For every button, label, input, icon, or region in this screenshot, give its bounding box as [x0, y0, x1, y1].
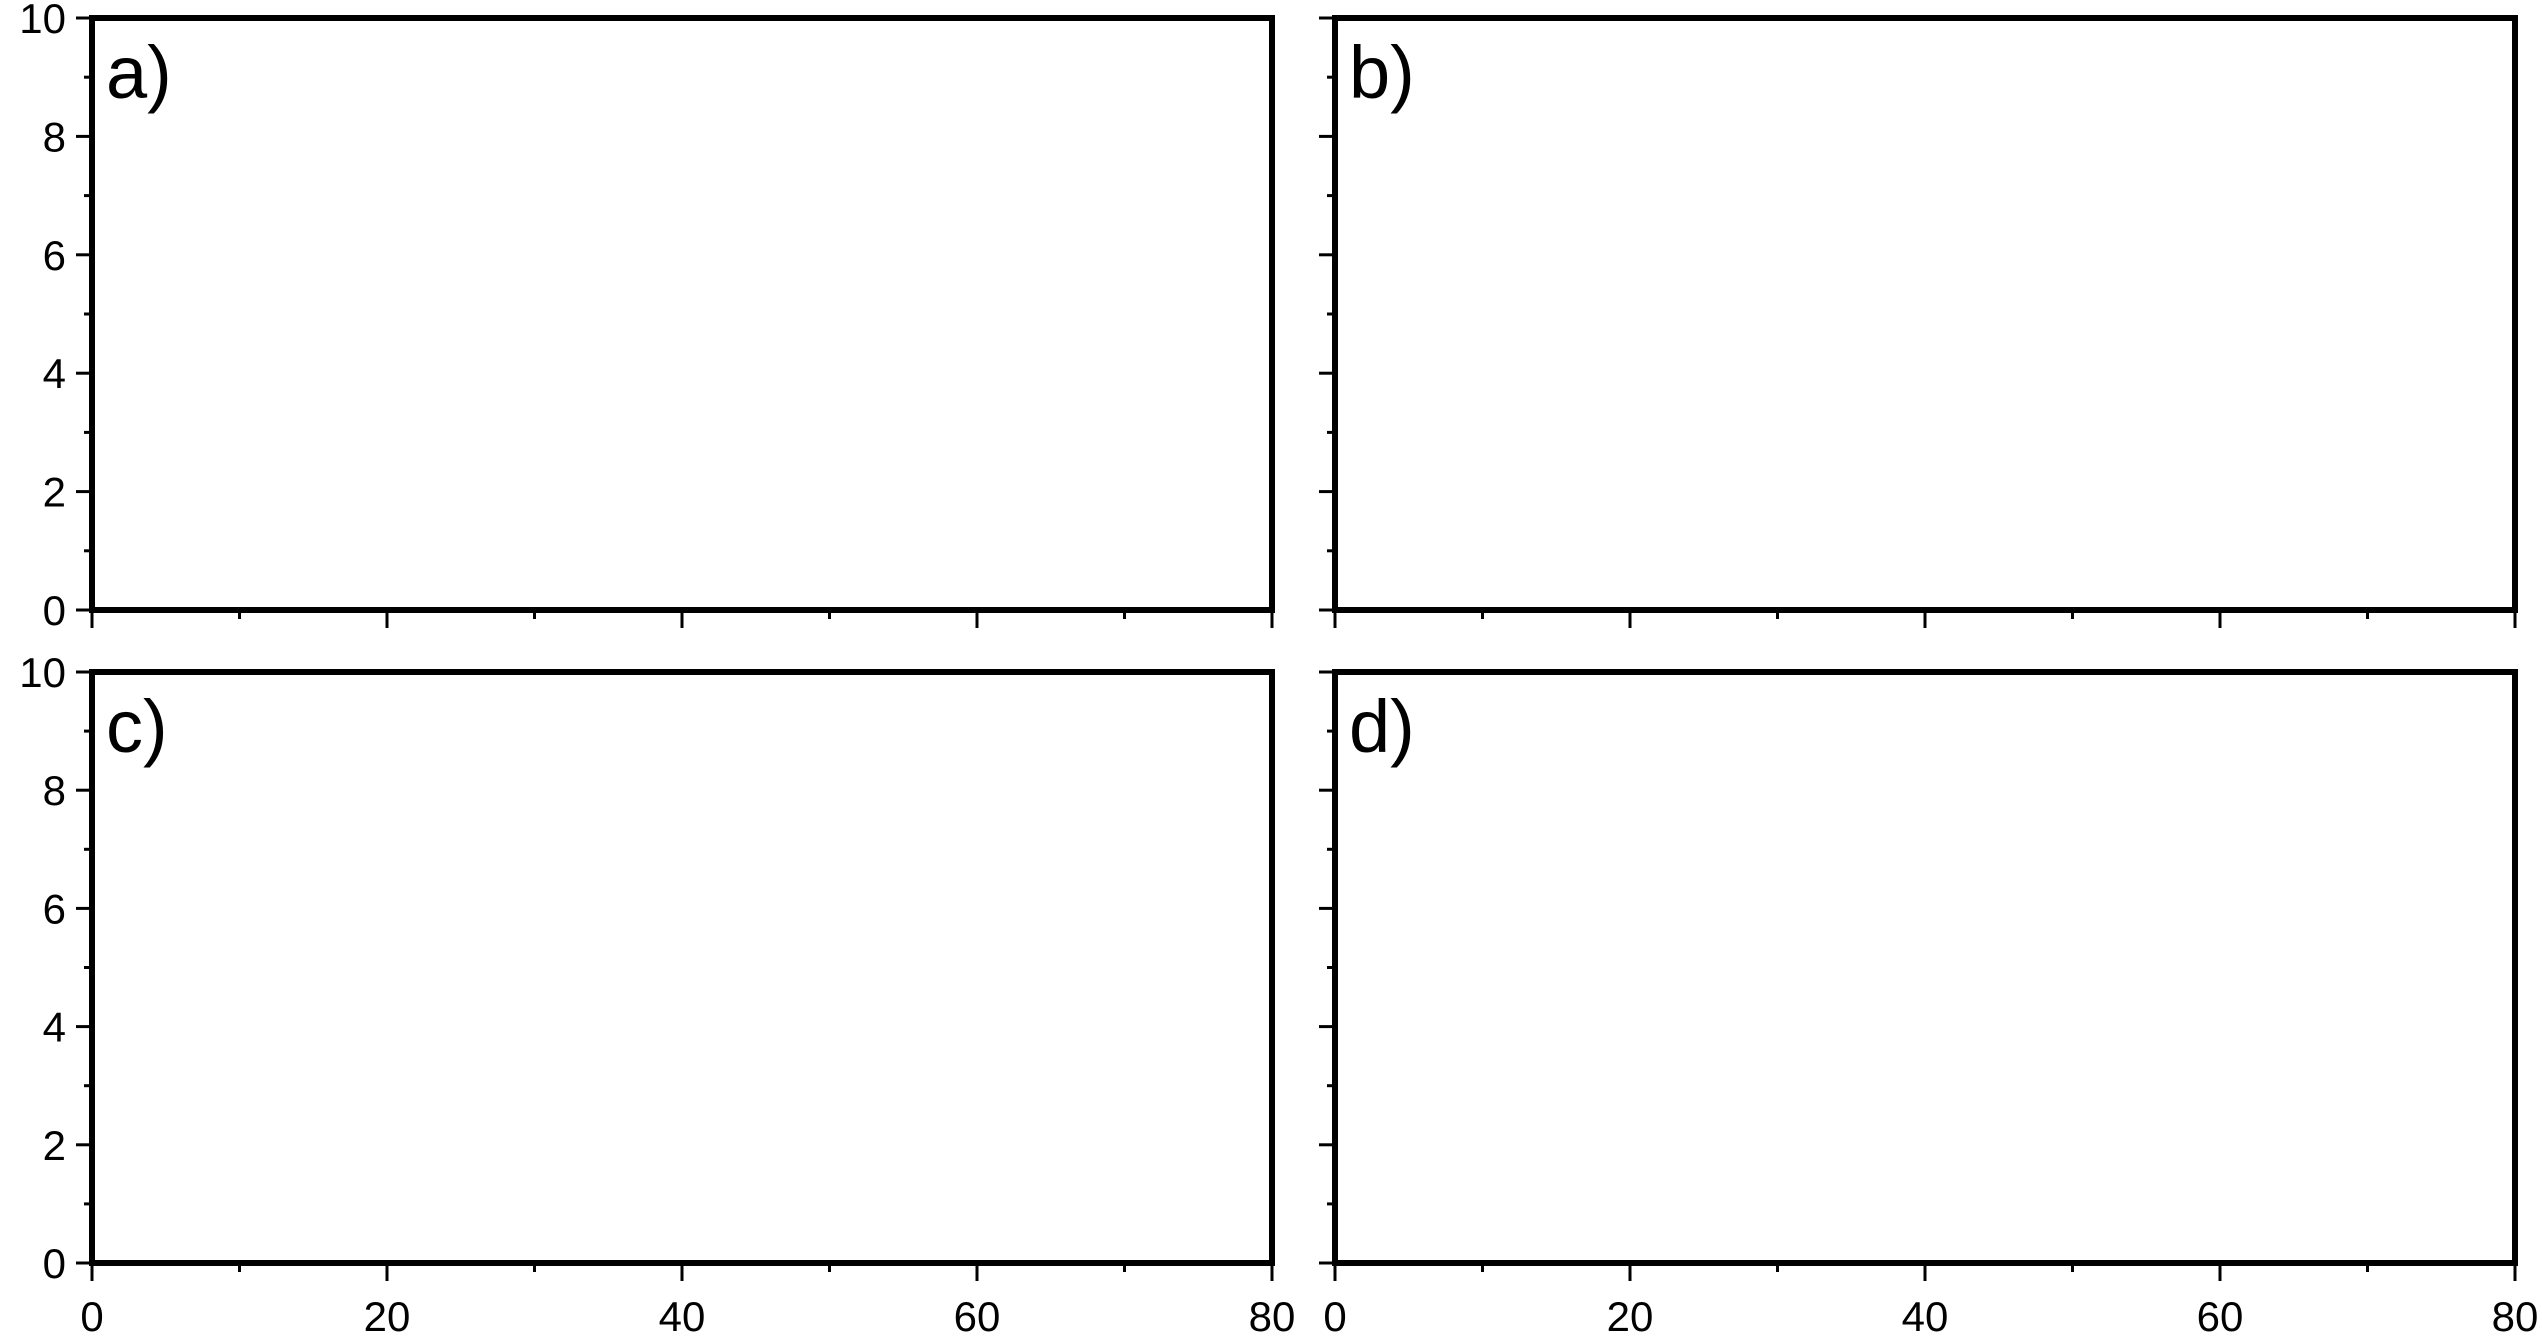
panel-d-x-tick-label: 20 [1607, 1293, 1654, 1340]
panel-a-label: a) [106, 31, 172, 114]
panel-b-frame [1332, 15, 2518, 613]
panel-c-x-tick-label: 40 [659, 1293, 706, 1340]
panel-c-y-tick-label: 4 [43, 1004, 66, 1051]
panel-c-y-tick-label: 0 [43, 1240, 66, 1287]
panel-c-y-tick-label: 10 [19, 649, 66, 696]
panel-a-y-tick-label: 8 [43, 113, 66, 160]
panel-c-x-tick-label: 80 [1249, 1293, 1296, 1340]
panel-c-label: c) [106, 685, 168, 768]
panel-a-y-tick-label: 10 [19, 0, 66, 42]
panel-a-y-tick-label: 6 [43, 232, 66, 279]
panel-d-x-tick-label: 60 [2197, 1293, 2244, 1340]
panel-b-label: b) [1349, 31, 1415, 114]
panel-b: b) [1319, 15, 2518, 628]
panel-c-x-tick-label: 20 [364, 1293, 411, 1340]
panel-c-x-tick-label: 60 [954, 1293, 1001, 1340]
panel-d-x-tick-label: 80 [2492, 1293, 2539, 1340]
panel-a: 0 2 4 6 8 10 a) [19, 0, 1275, 634]
panel-d-x-tick-label: 40 [1902, 1293, 1949, 1340]
panel-a-y-tick-label: 0 [43, 587, 66, 634]
panel-a-y-tick-label: 4 [43, 350, 66, 397]
panel-a-y-tick-label: 2 [43, 469, 66, 516]
panel-a-frame [89, 15, 1275, 613]
panel-d: 0 20 40 60 80 d) [1319, 669, 2539, 1340]
panel-c-y-tick-label: 8 [43, 767, 66, 814]
panel-c: 0 2 4 6 8 10 0 20 40 60 80 c) [19, 649, 1295, 1340]
panel-c-y-tick-label: 2 [43, 1122, 66, 1169]
panel-d-label: d) [1349, 685, 1415, 768]
panel-c-y-tick-label: 6 [43, 885, 66, 932]
panel-c-x-tick-label: 0 [80, 1293, 103, 1340]
panel-c-frame [89, 669, 1275, 1266]
panel-d-x-tick-label: 0 [1323, 1293, 1346, 1340]
panel-d-frame [1332, 669, 2518, 1266]
